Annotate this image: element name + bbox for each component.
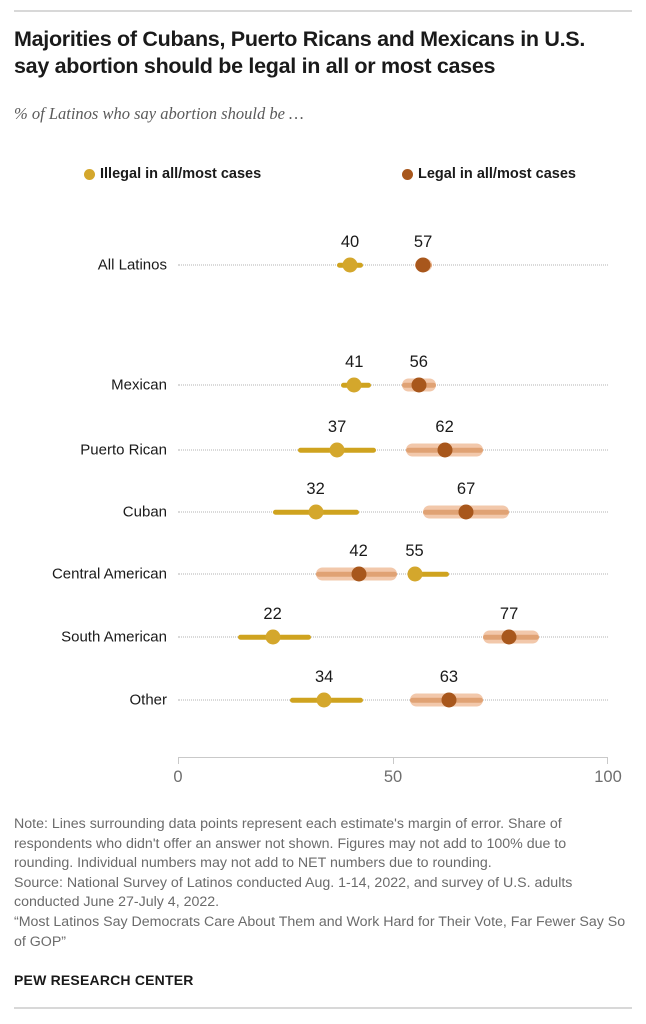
x-axis-mid-tick xyxy=(393,757,394,764)
illegal-data-point[interactable] xyxy=(407,566,422,582)
pew-research-center-label: PEW RESEARCH CENTER xyxy=(14,972,194,988)
legal-data-point[interactable] xyxy=(437,442,453,458)
legal-value-label: 42 xyxy=(349,542,368,560)
illegal-margin-of-error-line xyxy=(337,262,363,268)
row-gridline xyxy=(178,573,608,575)
row-gridline xyxy=(178,699,608,701)
legal-margin-of-error-line xyxy=(483,634,540,640)
legal-data-point[interactable] xyxy=(415,257,431,273)
legend-label-legal: Legal in all/most cases xyxy=(418,166,576,182)
legal-margin-of-error-band xyxy=(483,630,540,644)
x-axis-tick-50: 50 xyxy=(383,768,403,786)
legal-value-label: 57 xyxy=(413,233,433,251)
illegal-data-point[interactable] xyxy=(342,257,358,273)
legal-margin-of-error-band xyxy=(405,443,484,457)
legal-margin-of-error-line xyxy=(414,262,432,268)
legal-margin-of-error-band xyxy=(423,505,510,519)
source-text: Source: National Survey of Latinos condu… xyxy=(14,874,573,911)
report-title-text: “Most Latinos Say Democrats Care About T… xyxy=(14,913,626,950)
row-label-all-latinos: All Latinos xyxy=(97,256,167,274)
legal-data-point[interactable] xyxy=(411,377,427,393)
row-label-mexican: Mexican xyxy=(111,376,167,394)
illegal-data-point[interactable] xyxy=(265,629,281,645)
illegal-margin-of-error-line xyxy=(298,447,376,453)
legal-margin-of-error-line xyxy=(401,382,436,388)
row-label-central-american: Central American xyxy=(51,565,167,583)
x-axis-tick-100: 100 xyxy=(594,768,622,786)
bottom-divider xyxy=(14,1007,632,1009)
row-gridline xyxy=(178,636,608,638)
legal-data-point[interactable] xyxy=(458,504,474,520)
legal-data-point[interactable] xyxy=(351,566,367,582)
illegal-value-label: 32 xyxy=(306,480,325,498)
row-gridline xyxy=(178,511,608,513)
illegal-value-label: 37 xyxy=(327,418,347,436)
row-gridline xyxy=(178,384,608,386)
legal-value-label: 63 xyxy=(439,668,459,686)
row-gridline xyxy=(178,449,608,451)
illegal-margin-of-error-line xyxy=(289,697,363,703)
legend-label-illegal: Illegal in all/most cases xyxy=(100,166,262,182)
illegal-value-label: 22 xyxy=(263,605,282,623)
legend-dot-illegal-icon xyxy=(84,168,95,180)
legal-margin-of-error-band xyxy=(315,567,398,581)
illegal-data-point[interactable] xyxy=(329,442,345,458)
illegal-value-label: 34 xyxy=(315,668,334,686)
footer-notes: Note: Lines surrounding data points repr… xyxy=(14,815,626,952)
row-label-other: Other xyxy=(129,691,167,709)
chart-subtitle: % of Latinos who say abortion should be … xyxy=(14,104,304,123)
legal-value-label: 56 xyxy=(409,353,428,371)
illegal-data-point[interactable] xyxy=(308,504,324,520)
illegal-margin-of-error-line xyxy=(341,382,372,388)
note-text: Note: Lines surrounding data points repr… xyxy=(14,816,567,872)
legal-data-point[interactable] xyxy=(501,629,517,645)
legend-item-legal[interactable]: Legal in all/most cases xyxy=(402,166,576,182)
row-label-cuban: Cuban xyxy=(122,503,167,521)
illegal-margin-of-error-line xyxy=(414,571,449,577)
legend-item-illegal[interactable]: Illegal in all/most cases xyxy=(84,166,261,182)
chart-legend: Illegal in all/most cases Legal in all/m… xyxy=(84,166,604,190)
top-divider xyxy=(14,10,632,12)
illegal-data-point[interactable] xyxy=(316,692,332,708)
illegal-data-point[interactable] xyxy=(346,377,362,393)
illegal-value-label: 55 xyxy=(405,542,424,560)
legal-margin-of-error-line xyxy=(405,447,484,453)
legal-value-label: 62 xyxy=(435,418,454,436)
illegal-value-label: 41 xyxy=(345,353,364,371)
legend-dot-legal-icon xyxy=(402,168,413,180)
legal-margin-of-error-band xyxy=(410,693,484,707)
row-gridline xyxy=(178,264,608,266)
legal-margin-of-error-band xyxy=(401,378,436,392)
illegal-margin-of-error-line xyxy=(238,634,312,640)
legal-value-label: 77 xyxy=(499,605,519,623)
legal-value-label: 67 xyxy=(456,480,476,498)
legal-margin-of-error-band xyxy=(414,258,432,272)
illegal-value-label: 40 xyxy=(340,233,360,251)
x-axis-tick-0: 0 xyxy=(173,768,183,786)
legal-margin-of-error-line xyxy=(423,509,510,515)
row-label-puerto-rican: Puerto Rican xyxy=(80,441,167,459)
illegal-margin-of-error-line xyxy=(272,509,359,515)
legal-margin-of-error-line xyxy=(315,571,398,577)
legal-margin-of-error-line xyxy=(410,697,484,703)
legal-data-point[interactable] xyxy=(441,692,457,708)
row-label-south-american: South American xyxy=(61,628,167,646)
page-title: Majorities of Cubans, Puerto Ricans and … xyxy=(14,27,585,78)
